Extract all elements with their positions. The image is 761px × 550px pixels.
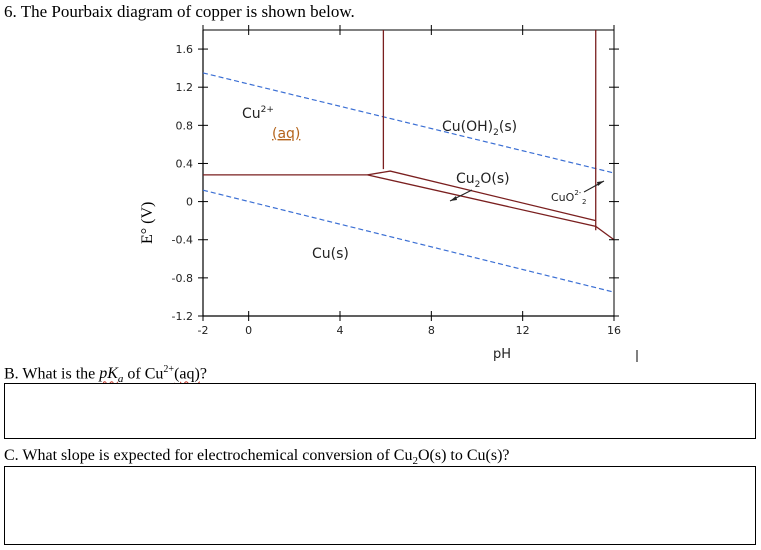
part-b-aq: (aq) — [174, 365, 200, 383]
region-cu-charge: 2+ — [261, 105, 274, 115]
plot-border — [202, 29, 615, 317]
region-cuo2-text: CuO — [551, 191, 575, 204]
part-b-cu: Cu — [144, 365, 164, 383]
x-tick-label-1: 0 — [245, 324, 252, 337]
y-tick-label-6: -0.8 — [172, 272, 193, 285]
y-tick-label-3: 0.4 — [176, 157, 194, 170]
svg-text:CuO2-: CuO2- — [551, 189, 582, 204]
svg-text:Cu(OH)2(s): Cu(OH)2(s) — [442, 119, 517, 138]
x-tick-label-2: 4 — [337, 324, 344, 337]
part-c-suffix: O(s) to Cu(s)? — [417, 447, 510, 464]
x-tick-label-0: -2 — [198, 324, 209, 337]
region-cuo2-sub: 2 — [582, 198, 586, 206]
region-label-cuo2: CuO2- 2 — [551, 180, 605, 206]
region-cu2o-sub: 2 — [475, 180, 481, 190]
region-cuoh2-sub: 2 — [493, 128, 499, 138]
y-tick-label-4: 0 — [186, 196, 193, 209]
region-label-cuoh2: Cu(OH)2(s) — [442, 119, 517, 138]
x-axis-ticks: -2 0 4 8 12 16 — [198, 25, 621, 337]
region-cuoh2-text: Cu(OH) — [442, 119, 493, 135]
y-axis-ticks: 1.6 1.2 0.8 0.4 0 -0.4 -0.8 -1.2 — [172, 43, 619, 323]
question-title: 6. The Pourbaix diagram of copper is sho… — [4, 2, 355, 21]
region-cus-text: Cu(s) — [312, 246, 349, 262]
part-b-of: of — [123, 365, 145, 383]
region-cu-text: Cu — [242, 106, 261, 122]
part-b-charge: 2+ — [163, 364, 175, 375]
answer-box-c[interactable] — [4, 466, 756, 545]
water-line-0 — [202, 72, 615, 174]
y-tick-label-0: 1.6 — [176, 43, 194, 56]
water-line-1 — [202, 189, 615, 293]
y-tick-label-5: -0.4 — [172, 234, 193, 247]
region-label-cu-solid: Cu(s) — [312, 246, 349, 262]
y-axis-label: E° (V) — [139, 202, 156, 244]
answer-box-b[interactable] — [4, 383, 756, 439]
boundary-line-0 — [203, 170, 596, 222]
question-part-b: B. What is the pKa of Cu2+(aq)? — [4, 364, 207, 386]
y-tick-label-2: 0.8 — [176, 119, 194, 132]
part-b-prefix: B. What is the — [4, 365, 100, 383]
region-aq-text: (aq) — [272, 126, 300, 142]
plot-frame — [202, 29, 615, 317]
x-tick-label-4: 12 — [516, 324, 530, 337]
y-tick-label-1: 1.2 — [176, 81, 194, 94]
part-c-prefix: C. What slope is expected for electroche… — [4, 447, 413, 464]
region-label-cu2o: Cu2O(s) — [449, 171, 510, 202]
svg-text:Cu2O(s): Cu2O(s) — [456, 171, 510, 190]
boundary-lines — [203, 30, 615, 241]
region-cuo2-charge: 2- — [574, 189, 581, 197]
x-tick-label-3: 8 — [428, 324, 435, 337]
region-cu2o-text: Cu — [456, 171, 475, 187]
svg-text:Cu2+: Cu2+ — [242, 105, 274, 122]
water-stability-lines — [202, 72, 615, 293]
region-cu2o-suffix: O(s) — [480, 171, 509, 187]
question-part-c: C. What slope is expected for electroche… — [4, 447, 510, 467]
x-tick-label-5: 16 — [607, 324, 621, 337]
region-cuoh2-suffix: (s) — [499, 119, 517, 135]
x-axis-label: pH — [493, 347, 511, 362]
part-b-end: ? — [199, 365, 207, 383]
cu2o-arrowhead — [450, 196, 457, 201]
cuo2-arrowhead — [597, 181, 604, 186]
part-b-pk: pKa — [99, 365, 124, 386]
part-c-sub: 2 — [412, 455, 418, 468]
y-tick-label-7: -1.2 — [172, 310, 193, 323]
region-label-cu2plus: Cu2+ (aq) — [242, 105, 300, 142]
pourbaix-diagram: 1.6 1.2 0.8 0.4 0 -0.4 -0.8 -1.2 -2 0 4 8 12 16 E° (… — [139, 25, 638, 362]
